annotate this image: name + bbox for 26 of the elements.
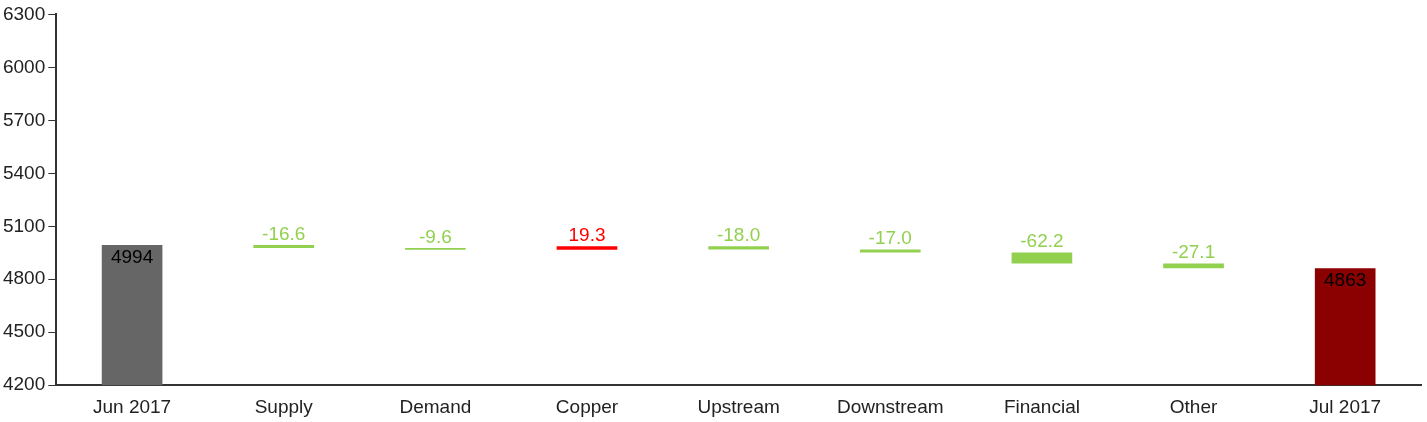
data-label: -9.6	[418, 225, 452, 247]
x-tick-label: Demand	[399, 395, 472, 417]
y-tick-label: 5100	[2, 214, 46, 236]
x-tick-label: Downstream	[836, 395, 944, 417]
data-label: 19.3	[568, 223, 606, 245]
x-tick-label: Jun 2017	[92, 395, 172, 417]
x-tick-label: Jul 2017	[1309, 395, 1382, 417]
data-label: -27.1	[1171, 241, 1216, 263]
y-tick-label: 6000	[2, 55, 46, 77]
data-label: -18.0	[716, 223, 761, 245]
y-tick-label: 4500	[2, 320, 46, 342]
data-label: 4863	[1324, 268, 1367, 290]
data-label: -17.0	[868, 227, 912, 249]
y-tick-label: 4800	[2, 267, 46, 289]
y-tick-label: 6300	[2, 2, 46, 24]
y-tick-label: 4200	[2, 373, 46, 395]
y-tick-label: 5400	[2, 161, 46, 183]
y-tick-label: 5700	[2, 108, 46, 130]
x-tick-label: Financial	[1003, 395, 1080, 417]
x-tick-label: Copper	[555, 395, 619, 417]
x-tick-label: Other	[1169, 395, 1218, 417]
data-label: -62.2	[1020, 230, 1064, 252]
x-tick-label: Upstream	[697, 395, 780, 417]
x-tick-label: Supply	[254, 395, 314, 417]
data-label: 4994	[110, 245, 154, 267]
data-label: -16.6	[262, 222, 306, 244]
